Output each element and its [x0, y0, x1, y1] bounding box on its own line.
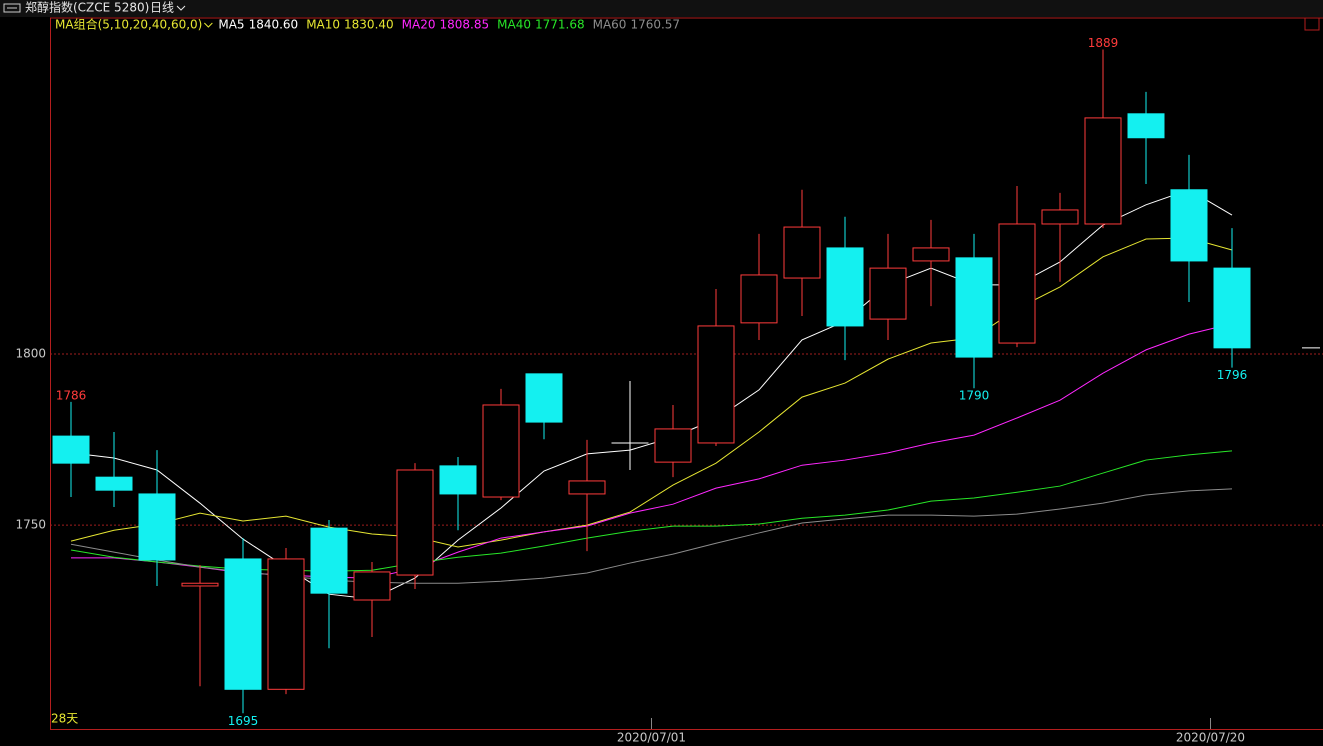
chart-title: 郑醇指数(CZCE 5280) [25, 0, 149, 15]
candle-body [267, 558, 305, 690]
header-bar [0, 0, 1323, 17]
legend-value: 1760.57 [630, 18, 680, 32]
candle-body [955, 257, 993, 358]
candle-body [869, 267, 907, 320]
menu-icon[interactable] [3, 3, 21, 13]
candle-body [568, 480, 606, 495]
candle-body [783, 226, 821, 279]
legend-name: MA40 [497, 18, 531, 32]
candle-body [1084, 117, 1122, 225]
low-label: 1796 [1217, 368, 1248, 382]
legend-name: MA20 [402, 18, 436, 32]
candle-body [95, 476, 133, 491]
legend-name: MA10 [306, 18, 340, 32]
candle-body [697, 325, 735, 444]
dropdown-arrow[interactable] [176, 5, 186, 11]
legend-value: 1771.68 [535, 18, 585, 32]
legend-value: 1830.40 [344, 18, 394, 32]
candle-body [912, 247, 950, 262]
candle-body [138, 493, 176, 561]
candle-body [439, 465, 477, 495]
x-tick-label: 2020/07/01 [617, 731, 686, 745]
candle-body [310, 527, 348, 594]
x-tick-label: 2020/07/20 [1176, 731, 1245, 745]
candle-body [654, 428, 692, 463]
legend-value: 1840.60 [249, 18, 299, 32]
candle-body [826, 247, 864, 327]
ma-line [70, 450, 1233, 572]
period-selector[interactable]: 日线 [150, 1, 174, 15]
candle-body [740, 274, 778, 324]
high-label: 1889 [1088, 36, 1119, 50]
high-label: 1786 [56, 388, 87, 402]
candle-body [525, 373, 563, 423]
ma-line [70, 488, 1233, 584]
corner-box[interactable] [1304, 17, 1320, 31]
ma-combo-label[interactable]: MA组合(5,10,20,40,60,0) [55, 17, 202, 32]
dropdown-arrow [204, 22, 213, 28]
ma-line [70, 237, 1233, 548]
candle-body [1127, 113, 1165, 139]
candle-body [52, 435, 90, 464]
legend-name: MA60 [593, 18, 627, 32]
low-label: 1695 [228, 714, 259, 728]
candle-body [1170, 189, 1208, 262]
y-tick-label: 1800 [15, 346, 46, 360]
legend-name: MA5 [218, 18, 244, 32]
candle-body [396, 469, 434, 576]
legend-value: 1808.85 [440, 18, 490, 32]
candle-body [998, 223, 1036, 344]
candle-body [1213, 267, 1251, 349]
candle-body [181, 582, 219, 587]
y-tick-label: 1750 [15, 518, 46, 532]
candle-body [353, 571, 391, 601]
ma-line [70, 189, 1233, 600]
candle-body [482, 404, 520, 498]
candle-body [224, 558, 262, 690]
low-label: 1790 [959, 389, 990, 403]
candle-body [1041, 209, 1079, 225]
days-label: 28天 [51, 712, 78, 726]
